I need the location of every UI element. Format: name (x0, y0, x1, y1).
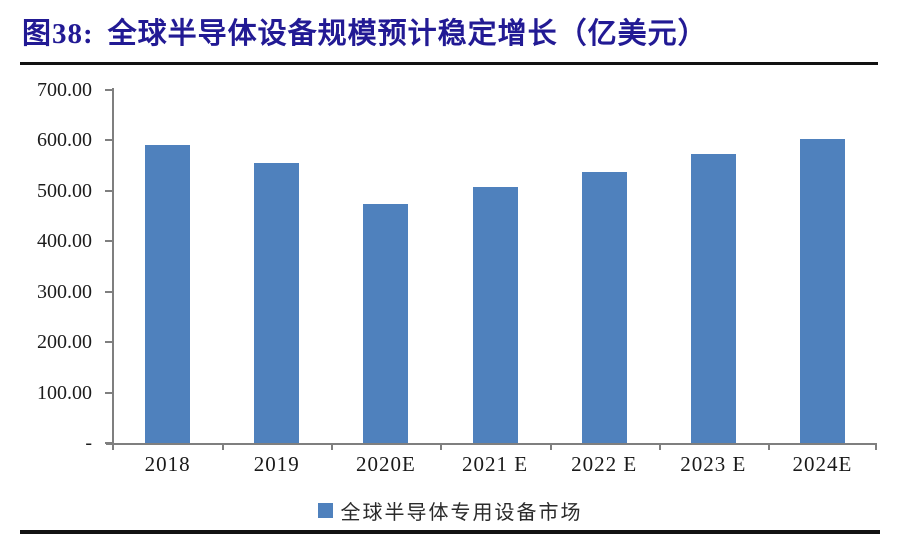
x-axis-boundary-tick (222, 443, 225, 450)
y-axis-tick-label: 400.00 (37, 230, 92, 253)
x-axis-boundary-tick (767, 443, 770, 450)
x-axis-label: 2022 E (571, 452, 638, 476)
y-axis-tick-label: 500.00 (37, 179, 92, 202)
legend-swatch (317, 503, 333, 518)
x-axis-label: 2020E (355, 452, 416, 476)
x-axis-boundary-tick (331, 443, 334, 450)
x-axis-line (106, 443, 877, 445)
bar-2024E (799, 139, 845, 443)
y-axis-tick (105, 139, 113, 142)
y-axis-tick (105, 442, 113, 444)
bar-2021E (472, 186, 518, 443)
y-axis-tick (105, 341, 113, 344)
x-axis-label: 2018 (144, 452, 191, 476)
bar-2023E (690, 154, 736, 443)
x-axis-boundary-tick (440, 443, 443, 450)
legend-label: 全球半导体专用设备市场 (340, 502, 583, 524)
bar-2018 (145, 145, 191, 443)
bottom-divider (20, 530, 880, 534)
figure-title-text: 全球半导体设备规模预计稳定增长（亿美元） (107, 18, 708, 50)
figure-number: 图38: (22, 18, 94, 50)
x-axis-end-tick (875, 443, 877, 450)
bar-2020E (363, 204, 409, 443)
x-axis-label: 2023 E (680, 452, 747, 476)
y-axis-tick-label: - (85, 432, 92, 454)
y-axis-tick (105, 290, 113, 293)
x-axis-label: 2019 (253, 452, 300, 476)
figure-title: 图38: 全球半导体设备规模预计稳定增长（亿美元） (22, 10, 708, 52)
y-axis-tick-label: 200.00 (37, 331, 92, 354)
x-axis-boundary-tick (658, 443, 661, 450)
title-divider (20, 62, 878, 65)
bar-2019 (254, 163, 300, 443)
legend: 全球半导体专用设备市场 (0, 496, 900, 525)
y-axis-tick (105, 240, 113, 243)
y-axis-tick-label: 700.00 (37, 79, 92, 101)
y-axis-tick-label: 100.00 (37, 381, 92, 404)
x-axis-label: 2024E (792, 452, 853, 476)
y-axis-tick-label: 600.00 (37, 129, 92, 152)
y-axis-tick (105, 89, 113, 91)
x-axis-label: 2021 E (461, 452, 529, 476)
y-axis-tick (105, 391, 113, 394)
bar-2022E (581, 172, 627, 443)
y-axis-tick-label: 300.00 (37, 280, 92, 303)
x-axis-boundary-tick (549, 443, 552, 450)
y-axis-tick (105, 189, 113, 192)
y-axis-line (112, 88, 114, 450)
